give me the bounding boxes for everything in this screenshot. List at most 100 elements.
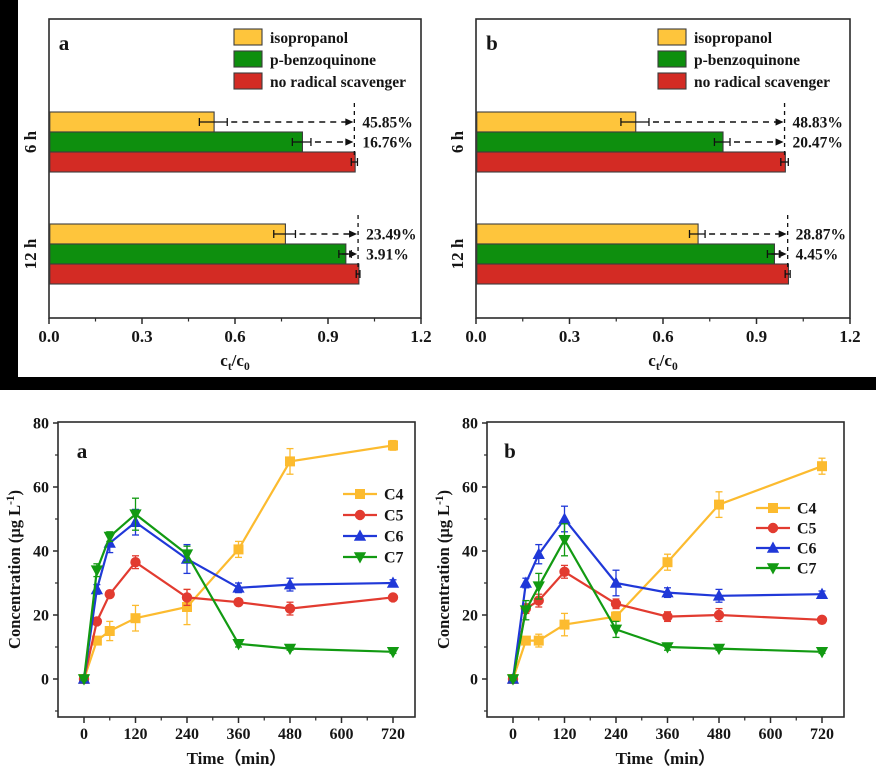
bar-p-benzoquinone [476,131,724,153]
bar-isopropanol [476,111,637,133]
x-tick-label: 0 [80,726,88,743]
legend-label-C7: C7 [384,550,404,567]
bar-group-6h: 45.85% 16.76% [49,103,413,173]
bar-no-radical-scavenger [476,263,790,285]
legend-label-C5: C5 [797,521,817,538]
y-tick-label: 40 [462,544,478,561]
bar-p-benzoquinone [49,131,303,153]
legend: isopropanol p-benzoquinone no radical scav… [233,28,406,91]
y-tick-label: 0 [41,672,49,689]
x-tick-label: 0.6 [224,327,245,346]
arrowhead [345,118,354,126]
legend-label-C7: C7 [797,561,817,578]
left-black-strip [0,0,18,390]
series-line-C6 [82,520,394,680]
x-axis: 0 120 240 360 480 600 720 [80,717,405,743]
panel-letter: b [486,31,498,55]
bar-p-benzoquinone [49,243,347,265]
arrowhead [349,250,358,258]
x-tick-label: 120 [124,726,148,743]
annotation-label: 48.83% [793,115,843,132]
y-axis-label: Concentration (μg L-1) [5,490,24,649]
chart-bottom-b: 0 20 40 60 80 Concentration (μg L-1) 0 120 240 36… [434,416,845,767]
x-tick-label: 600 [330,726,354,743]
legend-label: no radical scavenger [270,74,406,91]
bar-no-radical-scavenger [476,151,786,173]
series-line-C7 [82,512,394,680]
series-C7 [506,523,829,686]
x-axis: 0.0 0.3 0.6 0.9 1.2 [465,318,861,346]
x-tick-label: 0.9 [317,327,338,346]
x-tick-label: 120 [553,726,577,743]
chart-top-a: 0.0 0.3 0.6 0.9 1.2 ct/c0 45.85% 16.76% 6 h 23.49… [21,18,432,373]
category-label: 6 h [21,130,40,153]
legend-swatch-p-benzoquinone [657,50,687,68]
annotation-label: 28.87% [796,227,846,244]
x-axis-label: ct/c0 [220,351,250,373]
legend-swatch-isopropanol [657,28,687,46]
legend-label-C4: C4 [384,487,404,504]
x-tick-label: 0.0 [465,327,486,346]
x-tick-label: 480 [707,726,731,743]
x-tick-label: 360 [227,726,251,743]
legend-swatch-p-benzoquinone [233,50,263,68]
x-axis-label: ct/c0 [648,351,678,373]
annotation-label: 3.91% [366,247,409,264]
bar-isopropanol [49,223,286,245]
arrowhead [778,230,787,238]
annotation-label: 23.49% [366,227,416,244]
y-axis: 0 20 40 60 80 [462,416,487,712]
x-tick-label: 1.2 [410,327,431,346]
bar-no-radical-scavenger [49,263,360,285]
x-tick-label: 0.3 [131,327,152,346]
arrowhead [775,138,784,146]
series-line-C6 [511,517,823,680]
bar-group-12h: 28.87% 4.45% [476,215,846,285]
x-tick-label: 0.0 [38,327,59,346]
x-axis-label: Time（min） [616,748,716,767]
x-tick-label: 0.9 [746,327,767,346]
legend-label-C6: C6 [384,529,404,546]
arrowhead [349,230,358,238]
legend-label: isopropanol [270,30,349,47]
x-axis: 0.0 0.3 0.6 0.9 1.2 [38,318,432,346]
x-axis: 0 120 240 360 480 600 720 [509,717,834,743]
arrowhead [778,250,787,258]
arrowhead [775,118,784,126]
bar-isopropanol [476,223,699,245]
arrowhead [345,138,354,146]
legend-label: no radical scavenger [694,74,830,91]
top-figure-frame [0,0,876,390]
y-tick-label: 80 [462,416,478,433]
chart-bottom-a: 0 20 40 60 80 Concentration (μg L-1) 0 120 240 36… [5,416,416,767]
panel-letter: a [59,31,70,55]
y-tick-label: 20 [33,608,49,625]
plot-frame [486,421,845,718]
legend-label: isopropanol [694,30,773,47]
series-C7 [77,497,400,686]
legend-label-C4: C4 [797,501,817,518]
bar-no-radical-scavenger [49,151,356,173]
legend-label: p-benzoquinone [270,52,376,69]
legend-swatch-isopropanol [233,28,263,46]
x-tick-label: 0.3 [559,327,580,346]
x-tick-label: 240 [175,726,199,743]
bar-group-12h: 23.49% 3.91% [49,215,416,285]
plot-frame [57,421,416,718]
bar-group-6h: 48.83% 20.47% [476,103,843,173]
legend: isopropanol p-benzoquinone no radical scav… [657,28,830,91]
annotation-label: 16.76% [362,135,412,152]
y-tick-label: 60 [462,480,478,497]
x-tick-label: 600 [759,726,783,743]
y-tick-label: 20 [462,608,478,625]
x-tick-label: 240 [604,726,628,743]
panel-letter: a [77,439,88,463]
bar-p-benzoquinone [476,243,775,265]
y-tick-label: 0 [470,672,478,689]
panel-letter: b [504,439,516,463]
annotation-label: 4.45% [796,247,839,264]
y-axis-label: Concentration (μg L-1) [434,490,453,649]
x-tick-label: 480 [278,726,302,743]
legend-swatch-no-radical-scavenger [233,72,263,90]
